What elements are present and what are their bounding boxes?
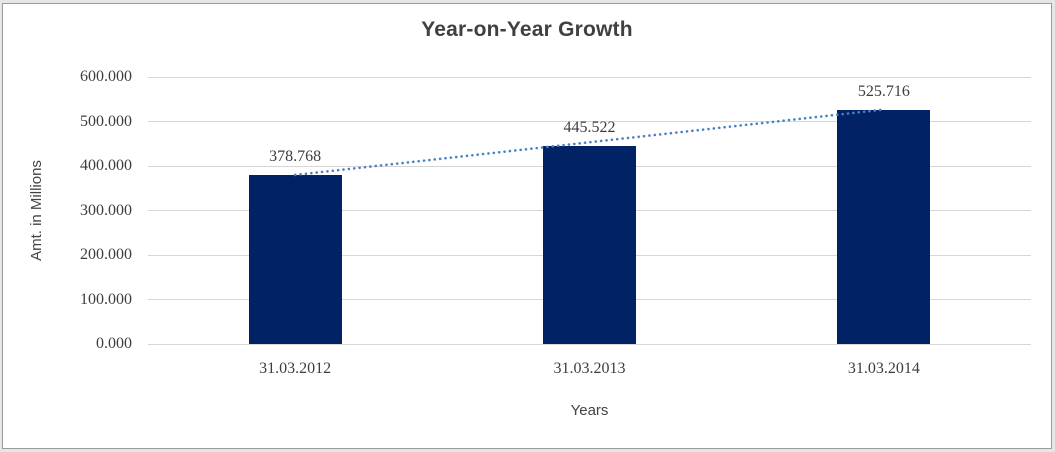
- y-tick-label: 100.000: [80, 290, 132, 308]
- gridline: [148, 76, 1031, 78]
- bar: [543, 145, 636, 344]
- trendline: [293, 108, 886, 177]
- gridline: [148, 343, 1031, 345]
- bar-value-label: 445.522: [563, 118, 616, 136]
- y-tick-label: 300.000: [80, 201, 132, 219]
- x-axis-tick-labels: 31.03.2012 31.03.2013 31.03.2014: [148, 360, 1031, 380]
- chart-title: Year-on-Year Growth: [421, 18, 633, 41]
- bar-value-label: 378.768: [269, 148, 322, 166]
- y-tick-label: 0.000: [96, 335, 132, 352]
- bar-value-label: 525.716: [857, 83, 910, 101]
- bar: [248, 175, 342, 344]
- y-tick-label: 600.000: [80, 68, 132, 85]
- y-tick-label: 200.000: [80, 246, 132, 263]
- y-tick-label: 400.000: [80, 157, 132, 174]
- x-tick-label: 31.03.2012: [259, 360, 332, 377]
- chart-canvas: Year-on-Year Growth Amt. in Millions 0.0…: [2, 3, 1052, 449]
- gridline: [148, 121, 1031, 122]
- x-tick-label: 31.03.2013: [553, 360, 626, 377]
- x-tick-label: 31.03.2014: [847, 360, 920, 377]
- x-axis-title: Years: [570, 402, 609, 419]
- plot-area: 378.768 445.522 525.716: [148, 76, 1031, 345]
- y-tick-label: 500.000: [80, 112, 132, 130]
- y-axis-tick-labels: 0.000 100.000 200.000 300.000 400.000 500.000…: [3, 68, 132, 352]
- bar: [837, 110, 931, 344]
